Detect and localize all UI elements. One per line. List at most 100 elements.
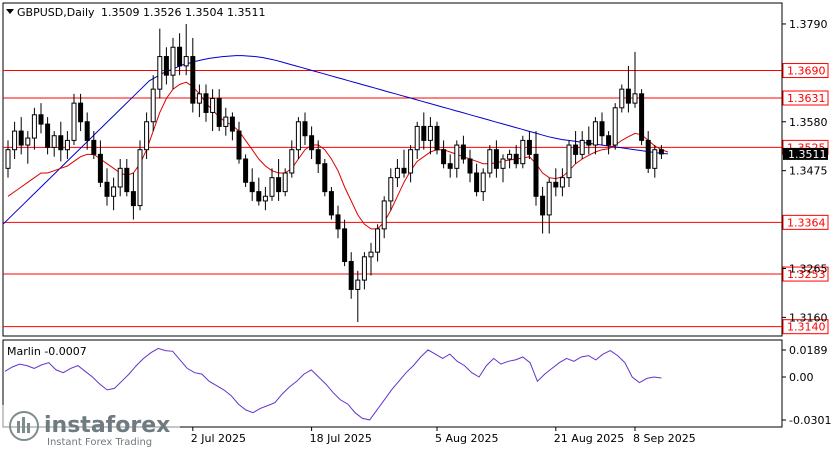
bull-candle-body (579, 139, 585, 155)
candle (236, 121, 242, 164)
ohlc-readout: 1.3509 1.3526 1.3504 1.3511 (101, 6, 265, 19)
candle (579, 131, 585, 160)
candle (394, 159, 400, 187)
level-label-box (782, 266, 829, 282)
level-label-box (782, 319, 829, 335)
candle (177, 33, 183, 76)
bull-candle-body (427, 125, 433, 141)
bull-candle-body (592, 121, 598, 146)
bear-candle-body (276, 177, 282, 193)
instaforex-watermark: instaforex Instant Forex Trading (2, 405, 180, 448)
bull-candle-body (559, 177, 565, 188)
candle (45, 117, 51, 155)
bull-candle-body (480, 172, 486, 193)
bear-candle-body (513, 153, 519, 165)
candle (91, 131, 97, 160)
bear-candle-body (91, 139, 97, 155)
bear-candle-body (78, 102, 84, 123)
bull-candle-body (137, 149, 143, 207)
candle (295, 117, 301, 160)
bull-candle-body (487, 149, 493, 174)
candle (203, 84, 209, 122)
candle (401, 149, 407, 178)
indicator-tick-label: 0.00 (789, 371, 814, 384)
bear-candle-body (216, 97, 222, 127)
bear-candle-body (322, 163, 328, 193)
candle (361, 252, 367, 290)
bear-candle-body (658, 149, 664, 155)
level-label: 1.3253 (787, 268, 826, 281)
candle (190, 37, 196, 113)
bull-candle-body (183, 56, 189, 67)
candle (12, 121, 18, 160)
symbol-timeframe-label: GBPUSD,Daily (17, 6, 95, 19)
candle (480, 168, 486, 201)
bull-candle-body (196, 93, 202, 104)
bull-candle-body (546, 181, 552, 216)
bull-candle-body (282, 172, 288, 193)
candle (434, 121, 440, 155)
bull-candle-body (500, 158, 506, 169)
bull-candle-body (355, 279, 361, 290)
bull-candle-body (269, 177, 275, 197)
bull-candle-body (394, 167, 400, 179)
candle (216, 89, 222, 132)
bull-candle-body (289, 149, 295, 174)
candle (421, 112, 427, 150)
candle (592, 117, 598, 155)
candle (612, 103, 618, 150)
bull-candle-body (375, 228, 381, 253)
bull-candle-body (652, 149, 658, 169)
candle (64, 131, 70, 160)
time-axis: 2 Jul 2025 18 Jul 2025 5 Aug 2025 21 Aug 20… (191, 427, 696, 445)
bear-candle-body (130, 191, 136, 207)
candle (302, 112, 308, 146)
bull-candle-body (566, 144, 572, 179)
candle (606, 131, 612, 155)
current-price-label: 1.3511 (788, 148, 827, 161)
price-tick-label: 1.3475 (789, 165, 828, 178)
bear-candle-body (467, 158, 473, 174)
bear-candle-body (104, 181, 110, 197)
bull-candle-body (295, 121, 301, 151)
candle (586, 126, 592, 155)
bear-candle-body (606, 135, 612, 146)
slow-moving-average (2, 55, 669, 225)
candle (243, 154, 249, 187)
bear-candle-body (302, 121, 308, 137)
candle (533, 131, 539, 206)
candle (150, 75, 156, 132)
candle (487, 145, 493, 178)
candle (117, 159, 123, 197)
candle (546, 177, 552, 234)
level-label: 1.3631 (787, 92, 826, 105)
bear-candle-body (460, 144, 466, 160)
candle (256, 177, 262, 206)
bull-candle-body (51, 135, 57, 148)
dropdown-triangle-icon[interactable] (6, 9, 14, 14)
candle (309, 126, 315, 160)
level-label-box (782, 90, 829, 106)
bull-candle-body (361, 256, 367, 281)
watermark-tagline: Instant Forex Trading (47, 437, 152, 448)
bull-candle-body (71, 102, 77, 141)
bear-candle-body (229, 116, 235, 132)
bear-candle-body (328, 191, 334, 216)
candle (51, 131, 57, 157)
bull-candle-body (210, 97, 216, 113)
candle (619, 84, 625, 113)
bear-candle-body (249, 181, 255, 193)
bear-candle-body (236, 130, 242, 160)
candle (408, 145, 414, 183)
bear-candle-body (18, 130, 24, 146)
bull-candle-body (12, 130, 18, 151)
candle (427, 117, 433, 155)
time-tick-label: 8 Sep 2025 (633, 432, 696, 445)
bull-candle-body (368, 251, 374, 258)
bull-candle-body (262, 195, 268, 202)
candle (639, 89, 645, 146)
current-price-box (783, 147, 828, 160)
time-tick-label: 2 Jul 2025 (191, 432, 246, 445)
